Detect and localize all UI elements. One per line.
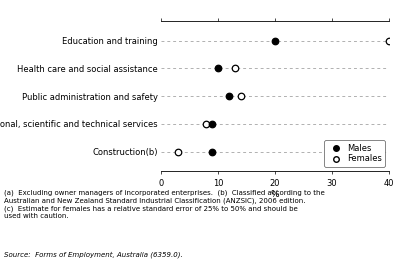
X-axis label: %: %	[271, 190, 279, 199]
Text: (a)  Excluding owner managers of incorporated enterprises.  (b)  Classified acco: (a) Excluding owner managers of incorpor…	[4, 189, 325, 219]
Point	[209, 122, 215, 126]
Point	[203, 122, 210, 126]
Point	[226, 94, 232, 98]
Point	[209, 149, 215, 154]
Text: Source:  Forms of Employment, Australia (6359.0).: Source: Forms of Employment, Australia (…	[4, 252, 183, 258]
Point	[237, 94, 244, 98]
Point	[386, 38, 392, 43]
Point	[272, 38, 278, 43]
Point	[232, 66, 238, 70]
Point	[175, 149, 181, 154]
Point	[215, 66, 221, 70]
Legend: Males, Females: Males, Females	[324, 140, 385, 167]
